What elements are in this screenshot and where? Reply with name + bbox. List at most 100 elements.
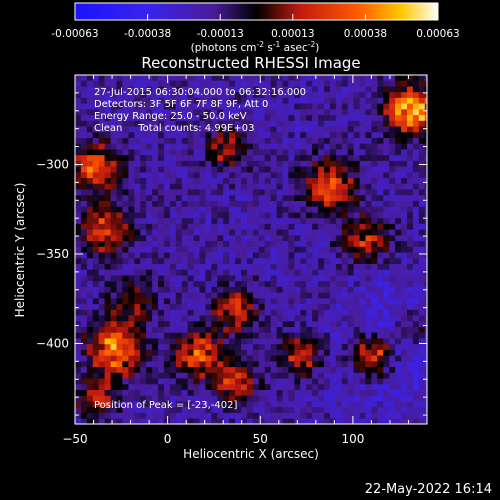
heatmap-cell [92,115,100,122]
heatmap-cell [75,80,82,87]
heatmap-cell [431,75,438,81]
heatmap-cell [235,80,242,87]
heatmap-cell [365,229,372,236]
heatmap-cell [300,97,307,105]
heatmap-cell [122,418,129,424]
heatmap-cell [288,235,295,242]
heatmap-cell [199,309,206,317]
heatmap-cell [300,407,307,414]
heatmap-cell [75,315,82,322]
heatmap-cell [175,384,183,391]
heatmap-cell [229,315,236,322]
heatmap-cell [116,315,123,322]
heatmap-cell [152,264,159,271]
heatmap-cell [264,384,272,391]
heatmap-cell [359,97,367,105]
heatmap-cell [353,115,361,122]
heatmap-cell [217,201,224,208]
heatmap-cell [389,292,396,299]
heatmap-cell [246,344,254,351]
heatmap-cell [205,401,212,408]
heatmap-cell [158,235,165,242]
heatmap-cell [122,372,129,380]
heatmap-cell [169,109,177,116]
heatmap-cell [324,241,331,248]
heatmap-cell [294,424,301,430]
heatmap-cell [353,143,361,150]
heatmap-cell [412,189,420,196]
heatmap-cell [395,80,402,87]
heatmap-cell [270,143,278,150]
heatmap-cell [246,412,254,420]
heatmap-cell [229,92,236,99]
heatmap-cell [116,201,123,208]
heatmap-cell [193,304,201,311]
heatmap-cell [193,355,201,362]
heatmap-cell [98,206,106,213]
heatmap-cell [389,75,396,82]
heatmap-cell [116,92,123,99]
heatmap-cell [371,115,378,122]
heatmap-cell [264,355,272,362]
heatmap-cell [419,424,426,430]
heatmap-cell [324,126,331,133]
heatmap-cell [199,218,206,225]
heatmap-cell [246,143,254,150]
heatmap-cell [359,407,367,414]
heatmap-cell [383,155,390,162]
heatmap-cell [92,172,100,179]
heatmap-cell [80,264,88,271]
heatmap-cell [341,120,349,128]
heatmap-cell [146,349,153,357]
heatmap-cell [158,223,165,231]
heatmap-cell [264,349,272,357]
heatmap-cell [140,126,147,133]
heatmap-cell [335,412,343,420]
heatmap-cell [288,264,295,271]
heatmap-cell [412,149,420,156]
heatmap-cell [110,418,118,424]
heatmap-cell [377,206,384,213]
heatmap-cell [371,298,378,305]
heatmap-cell [140,327,147,334]
heatmap-cell [110,264,118,271]
heatmap-cell [217,401,224,408]
heatmap-cell [365,395,372,402]
heatmap-cell [116,143,123,150]
heatmap-cell [294,109,301,116]
heatmap-cell [359,172,367,179]
heatmap-cell [169,281,177,288]
heatmap-cell [122,361,129,368]
heatmap-cell [312,292,319,299]
heatmap-cell [75,275,82,282]
heatmap-cell [181,86,189,93]
heatmap-cell [300,189,307,196]
heatmap-cell [104,390,112,397]
heatmap-cell [92,390,100,397]
heatmap-cell [353,172,361,179]
heatmap-cell [169,178,177,185]
heatmap-cell [312,309,319,317]
heatmap-cell [312,246,319,254]
heatmap-cell [158,309,165,317]
heatmap-cell [163,372,171,380]
heatmap-cell [241,155,248,162]
heatmap-cell [241,235,248,242]
heatmap-cell [175,223,183,231]
heatmap-cell [252,115,260,122]
heatmap-cell [389,126,396,133]
heatmap-cell [258,372,266,380]
heatmap-cell [401,183,408,191]
heatmap-cell [80,395,88,402]
heatmap-cell [140,206,147,213]
heatmap-cell [217,229,224,236]
heatmap-cell [276,143,284,150]
heatmap-cell [329,212,337,219]
heatmap-cell [306,189,313,196]
heatmap-cell [264,138,272,145]
heatmap-cell [389,241,396,248]
heatmap-cell [80,80,88,87]
heatmap-cell [187,212,195,219]
heatmap-cell [341,109,349,116]
heatmap-cell [116,390,123,397]
